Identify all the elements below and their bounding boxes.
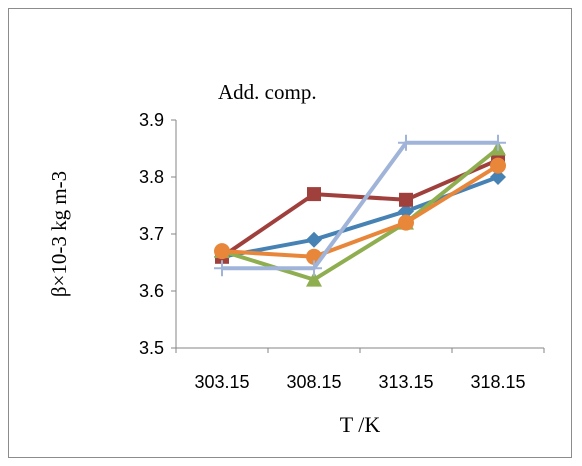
x-tick-label: 318.15 — [470, 372, 525, 392]
x-axis-label: T /K — [340, 412, 381, 437]
series-1-point — [398, 203, 414, 220]
series-4-point — [214, 243, 230, 260]
chart-title: Add. comp. — [218, 80, 317, 104]
series-3-point — [306, 271, 322, 287]
series-3-line — [221, 146, 500, 282]
series-4-point — [490, 157, 506, 174]
y-axis-label: β×10-3 kg m-3 — [47, 171, 71, 297]
y-tick-label: 3.5 — [139, 338, 164, 358]
series-5-point — [490, 134, 506, 151]
series-3 — [214, 140, 506, 287]
series-5-point — [306, 260, 322, 277]
y-tick-label: 3.6 — [139, 281, 164, 301]
y-tick-label: 3.9 — [139, 110, 164, 130]
chart-frame — [8, 8, 572, 458]
x-tick-label: 308.15 — [286, 372, 341, 392]
series-2-line — [220, 158, 499, 259]
series-4 — [214, 157, 506, 265]
series-4-point — [398, 214, 414, 231]
series-2-point — [307, 187, 321, 202]
x-tick-label: 303.15 — [194, 372, 249, 392]
series-5 — [214, 134, 506, 277]
x-tick-label: 313.15 — [378, 372, 433, 392]
y-tick-label: 3.7 — [139, 224, 164, 244]
series-5-point — [214, 260, 230, 277]
y-tick-label: 3.8 — [139, 167, 164, 187]
series-2-point — [399, 192, 413, 207]
series-4-line — [221, 163, 500, 259]
series-5-point — [398, 134, 414, 151]
series-5-line — [222, 140, 498, 271]
series-1-point — [306, 231, 322, 248]
series-1-point — [490, 169, 506, 185]
